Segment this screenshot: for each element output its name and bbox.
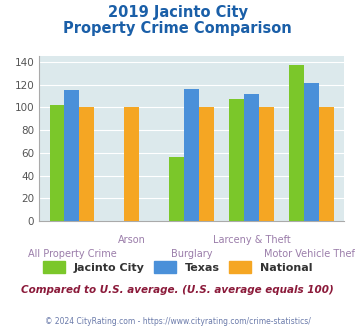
Bar bbox=[319, 107, 334, 221]
Bar bbox=[124, 107, 139, 221]
Text: All Property Crime: All Property Crime bbox=[28, 249, 116, 259]
Text: Compared to U.S. average. (U.S. average equals 100): Compared to U.S. average. (U.S. average … bbox=[21, 285, 334, 295]
Text: Arson: Arson bbox=[118, 235, 146, 245]
Text: Burglary: Burglary bbox=[171, 249, 212, 259]
Text: Larceny & Theft: Larceny & Theft bbox=[213, 235, 290, 245]
Text: © 2024 CityRating.com - https://www.cityrating.com/crime-statistics/: © 2024 CityRating.com - https://www.city… bbox=[45, 317, 310, 326]
Bar bbox=[304, 83, 319, 221]
Text: Property Crime Comparison: Property Crime Comparison bbox=[63, 21, 292, 36]
Bar bbox=[80, 107, 94, 221]
Legend: Jacinto City, Texas, National: Jacinto City, Texas, National bbox=[43, 261, 312, 273]
Bar bbox=[229, 99, 244, 221]
Bar bbox=[289, 65, 304, 221]
Bar bbox=[199, 107, 214, 221]
Text: 2019 Jacinto City: 2019 Jacinto City bbox=[108, 5, 247, 20]
Bar bbox=[65, 90, 80, 221]
Bar bbox=[169, 157, 184, 221]
Bar bbox=[184, 89, 199, 221]
Bar bbox=[50, 105, 65, 221]
Text: Motor Vehicle Theft: Motor Vehicle Theft bbox=[264, 249, 355, 259]
Bar bbox=[244, 94, 259, 221]
Bar bbox=[259, 107, 274, 221]
